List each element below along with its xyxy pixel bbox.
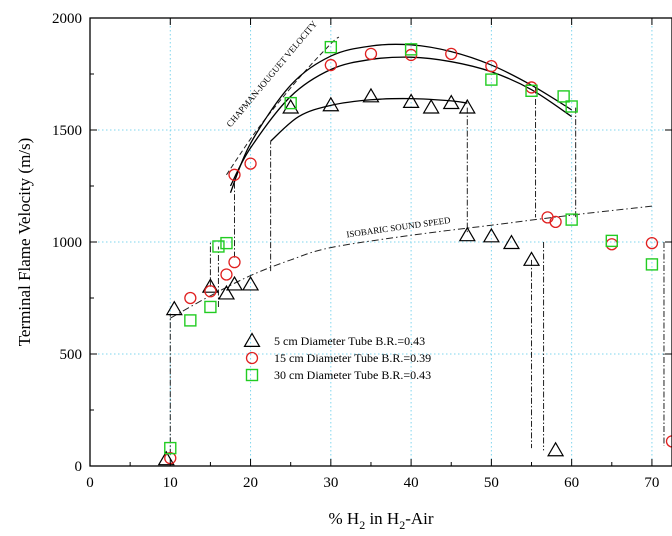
square-marker-2-10: [557, 90, 570, 103]
x-tick-label-60: 60: [564, 475, 579, 491]
triangle-marker-0-2: [201, 278, 219, 293]
circle-marker-1-8: [364, 47, 378, 60]
circle-marker-1-4: [228, 256, 241, 269]
square-marker-2-14: [645, 258, 659, 271]
triangle-marker-0-6: [282, 98, 300, 114]
circle-marker-1-16: [645, 236, 659, 250]
triangle-marker-0-10: [422, 98, 440, 114]
triangle-marker-0-14: [482, 227, 500, 243]
triangle-marker-0-12: [458, 98, 476, 114]
legend: 5 cm Diameter Tube B.R.=0.43 15 cm Diamet…: [243, 332, 431, 382]
y-tick-label-0: 0: [75, 459, 83, 475]
legend-label-0: 5 cm Diameter Tube B.R.=0.43: [274, 334, 425, 348]
triangle-marker-0-16: [522, 251, 541, 266]
annotation-0: CHAPMAN-JOUGUET VELOCITY: [224, 18, 319, 129]
x-tick-label-0: 0: [86, 475, 94, 491]
triangle-marker-0-11: [442, 94, 460, 110]
cj-velocity-curve: [226, 36, 340, 176]
square-marker-2-2: [204, 300, 217, 314]
y-tick-label-500: 500: [60, 347, 83, 363]
triangle-marker-0-3: [217, 284, 236, 300]
circle-marker-1-5: [228, 168, 241, 181]
triangle-marker-0-1: [165, 300, 183, 316]
circle-marker-1-14: [549, 215, 562, 228]
x-axis-title-sub1: 2: [359, 518, 365, 532]
circle-marker-1-6: [244, 157, 257, 170]
triangle-marker-0-13: [458, 226, 476, 242]
circle-marker-1-17: [665, 435, 672, 448]
axis-ticks: 0 10 20 30 40 50 60 70 0 500 1000 1500 2000: [52, 11, 672, 491]
x-axis-title-part3: -Air: [405, 509, 434, 528]
fit-curves: [169, 36, 665, 455]
circle-marker-1-7: [324, 58, 337, 72]
triangle-marker-0-5: [242, 275, 260, 291]
triangle-marker-0-8: [362, 87, 380, 103]
square-marker-2-5: [284, 96, 297, 110]
triangle-marker-0-9: [402, 93, 420, 109]
annotation-1: ISOBARIC SOUND SPEED: [346, 215, 452, 240]
square-marker-2-6: [324, 40, 338, 54]
triangle-marker-0-4: [225, 275, 244, 291]
square-marker-2-8: [485, 73, 498, 86]
square-marker-2-4: [220, 236, 233, 250]
square-marker-2-0: [164, 441, 177, 455]
y-tick-label-2000: 2000: [52, 11, 82, 27]
y-tick-label-1000: 1000: [52, 235, 82, 251]
plot-frame: [89, 17, 672, 467]
grid-lines: [90, 18, 672, 466]
circle-marker-1-3: [220, 268, 233, 281]
square-marker-2-1: [184, 314, 197, 327]
circle-marker-1-2: [204, 285, 217, 298]
triangle-marker-0-7: [322, 96, 340, 112]
x-axis-title-part1: % H: [328, 509, 359, 528]
fit-curve-5cm: [270, 97, 468, 142]
x-tick-label-70: 70: [644, 475, 659, 491]
square-marker-2-3: [212, 240, 225, 253]
square-marker-2-12: [565, 213, 578, 226]
triangle-marker-0-0: [157, 450, 175, 466]
x-axis-title-part2: in H: [365, 509, 399, 528]
fit-curve-30cm: [229, 43, 572, 193]
legend-label-2: 30 cm Diameter Tube B.R.=0.43: [274, 368, 431, 382]
circle-marker-1-10: [445, 47, 458, 60]
circle-marker-1-15: [605, 238, 618, 251]
legend-marker-1: [245, 351, 259, 365]
x-tick-label-30: 30: [323, 475, 338, 491]
square-marker-2-11: [565, 100, 578, 113]
square-marker-2-7: [404, 43, 418, 56]
legend-label-1: 15 cm Diameter Tube B.R.=0.39: [274, 351, 431, 365]
data-markers: [157, 40, 672, 466]
circle-marker-1-1: [184, 291, 197, 305]
x-tick-label-10: 10: [163, 475, 178, 491]
x-axis-title-sub2: 2: [399, 518, 405, 532]
square-marker-2-9: [525, 84, 538, 98]
legend-marker-2: [245, 368, 259, 382]
triangle-marker-0-15: [502, 234, 520, 250]
circle-marker-1-11: [485, 60, 498, 73]
square-marker-2-13: [605, 234, 618, 248]
y-axis-title: Terminal Flame Velocity (m/s): [15, 138, 34, 347]
x-tick-label-20: 20: [243, 475, 258, 491]
triangle-marker-0-17: [547, 441, 565, 457]
legend-marker-0: [243, 332, 261, 347]
x-tick-label-40: 40: [404, 475, 419, 491]
x-axis-title: % H2 in H2-Air: [328, 509, 433, 532]
y-tick-label-1500: 1500: [52, 123, 82, 139]
fit-curve-15cm: [229, 56, 573, 187]
x-tick-label-50: 50: [484, 475, 499, 491]
